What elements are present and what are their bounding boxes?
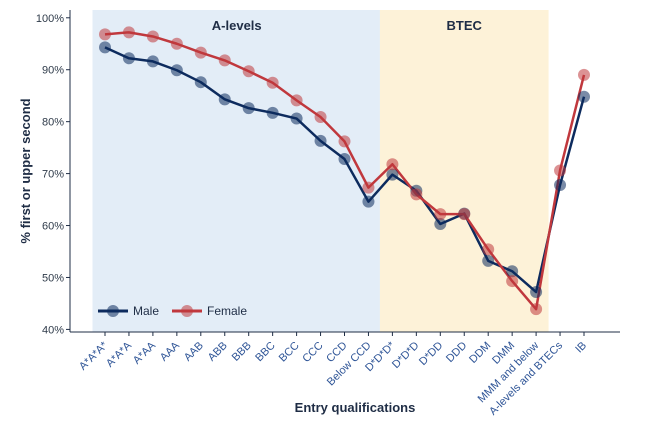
series-male-point (122, 52, 135, 65)
legend-female-swatch-marker (181, 305, 193, 317)
series-male-point (290, 112, 303, 125)
x-tick-label: BBC (253, 340, 278, 365)
legend-male-swatch-marker (107, 305, 119, 317)
y-ticks: 40% 50% 60% 70% 80% 90% 100% (36, 13, 70, 336)
series-male-point (146, 55, 159, 68)
series-female-point (266, 76, 279, 89)
legend-male-label: Male (133, 304, 159, 318)
series-male-point (266, 106, 279, 119)
series-female-point (170, 37, 183, 50)
series-female-point (338, 135, 351, 148)
series-male-point (482, 254, 495, 267)
y-tick-label: 40% (42, 324, 64, 336)
series-female-point (99, 28, 111, 41)
y-tick-label: 70% (42, 169, 64, 181)
series-male-point (99, 41, 111, 54)
series-female-point (290, 94, 303, 107)
x-tick-label: BCC (277, 340, 302, 365)
series-male-point (554, 179, 567, 192)
series-male-point (434, 217, 447, 230)
x-axis-title: Entry qualifications (295, 400, 416, 415)
series-male-point (194, 76, 207, 89)
series-male-point (242, 102, 255, 115)
x-tick-label: DDM (467, 340, 493, 366)
x-tick-label: AAB (182, 340, 206, 364)
series-female-point (578, 68, 590, 81)
series-female-point (434, 208, 447, 221)
series-male-point (362, 195, 375, 208)
x-tick-label: D*DD (417, 340, 445, 368)
series-male-point (218, 93, 231, 106)
legend-item-male[interactable]: Male (98, 304, 159, 318)
series-female-point (506, 275, 519, 288)
series-female-point (410, 188, 423, 201)
series-male-point (314, 134, 327, 147)
series-male-point (386, 168, 399, 181)
series-female-point (386, 158, 399, 171)
series-female-point (122, 26, 135, 39)
series-female-point (362, 181, 375, 194)
series-male-point (338, 153, 351, 166)
x-tick-label: IB (573, 340, 589, 356)
series-male-point (530, 286, 543, 299)
region-0-band (92, 10, 381, 332)
y-tick-label: 90% (42, 65, 64, 77)
legend: Male Female (98, 304, 247, 318)
region-0-label: A-levels (212, 18, 262, 33)
y-axis-title: % first or upper second (18, 98, 33, 243)
y-tick-label: 100% (36, 13, 64, 25)
y-tick-label: 50% (42, 272, 64, 284)
region-1-band (379, 10, 549, 332)
x-tick-label: A*A*A (104, 339, 135, 370)
x-tick-label: ABB (206, 340, 230, 364)
series-female-point (554, 164, 567, 177)
x-tick-label: CCC (300, 340, 325, 365)
x-tick-label: BBB (230, 340, 254, 364)
x-tick-label: A*AA (131, 339, 159, 367)
series-male-point (506, 265, 519, 278)
series-female-point (530, 303, 543, 316)
legend-item-female[interactable]: Female (172, 304, 247, 318)
series-male-point (170, 64, 183, 77)
series-female-point (194, 46, 207, 59)
series-female-point (458, 208, 471, 221)
series-female-point (218, 54, 231, 67)
x-tick-label: D*D*D (390, 340, 421, 371)
y-tick-label: 60% (42, 221, 64, 233)
series (99, 26, 590, 316)
series-male-point (578, 90, 590, 103)
x-tick-label: A*A*A* (77, 339, 111, 373)
qualification-regions: A-levels BTEC (92, 10, 549, 332)
series-female-point (146, 30, 159, 43)
x-tick-label: DDD (444, 340, 469, 365)
series-female-point (314, 110, 327, 123)
region-1-label: BTEC (447, 18, 483, 33)
x-tick-label: AAA (158, 339, 183, 364)
series-female-point (482, 243, 495, 256)
series-female-point (242, 65, 255, 78)
y-tick-label: 80% (42, 117, 64, 129)
legend-female-label: Female (207, 304, 247, 318)
